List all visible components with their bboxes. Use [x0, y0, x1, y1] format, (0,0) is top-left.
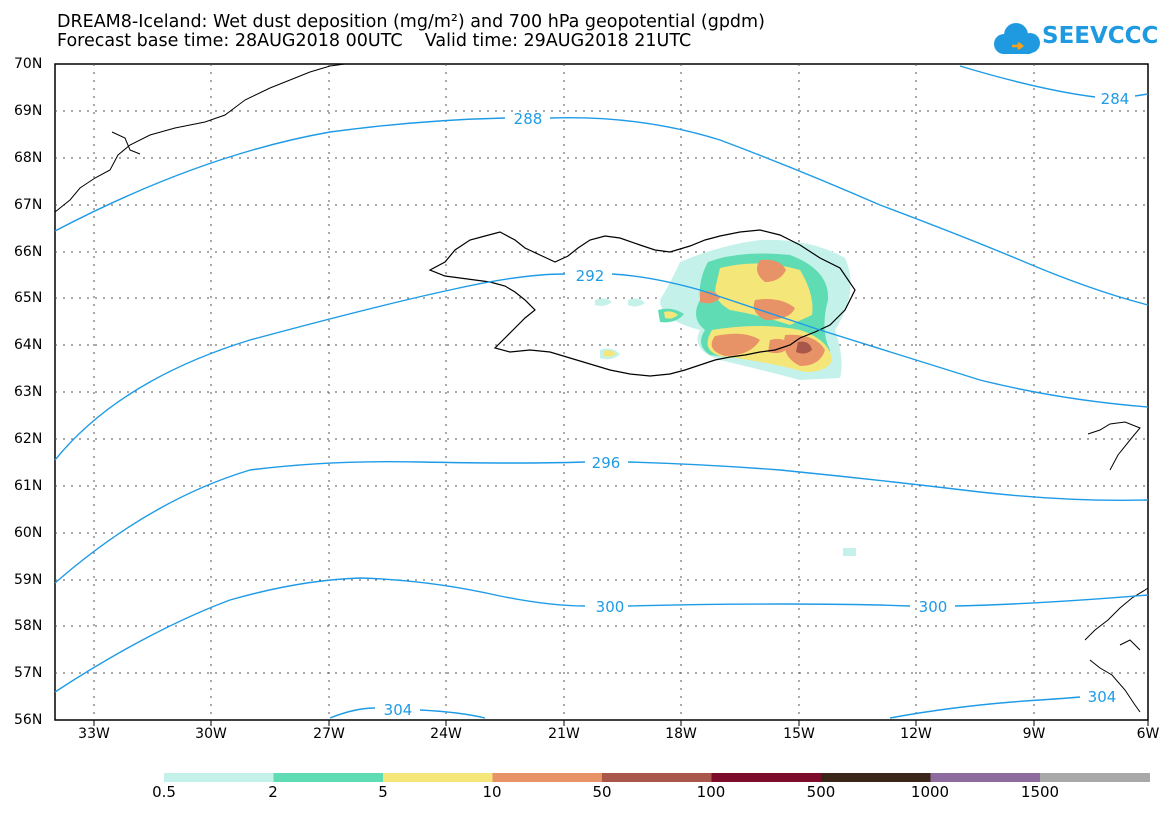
- cloud-logo-icon: [994, 23, 1040, 54]
- lon-label: 12W: [900, 726, 932, 742]
- colorbar-label: 0.5: [152, 783, 176, 801]
- lat-label: 64N: [14, 337, 43, 353]
- colorbar-label: 2: [268, 783, 278, 801]
- lon-label: 33W: [78, 726, 110, 742]
- contour-label: 296: [592, 454, 621, 472]
- lat-label: 65N: [14, 290, 43, 306]
- lat-label: 60N: [14, 525, 43, 541]
- contour-labels: 284 288 292 296 300 300 304 304: [384, 90, 1130, 719]
- colorbar: [164, 773, 1150, 782]
- lon-label: 6W: [1136, 726, 1160, 742]
- dust-deposition-field: [595, 239, 856, 556]
- colorbar-swatch: [711, 773, 822, 782]
- contour-label: 300: [919, 598, 948, 616]
- lat-label: 67N: [14, 197, 43, 213]
- lat-label: 63N: [14, 384, 43, 400]
- colorbar-label: 1500: [1020, 783, 1060, 801]
- contour-label: 304: [1088, 688, 1117, 706]
- map-title: DREAM8-Iceland: Wet dust deposition (mg/…: [57, 12, 765, 32]
- lat-label: 59N: [14, 572, 43, 588]
- graticule: [55, 64, 1148, 720]
- lon-label: 15W: [783, 726, 815, 742]
- lat-label: 61N: [14, 478, 43, 494]
- lat-label: 62N: [14, 431, 43, 447]
- lon-label: 27W: [313, 726, 345, 742]
- lat-label: 58N: [14, 618, 43, 634]
- colorbar-label: 50: [592, 783, 612, 801]
- lon-label: 30W: [195, 726, 227, 742]
- coastlines: [54, 63, 1149, 713]
- colorbar-swatch: [273, 773, 384, 782]
- colorbar-label: 10: [482, 783, 502, 801]
- lon-label: 9W: [1022, 726, 1046, 742]
- geopotential-contours: [54, 65, 1149, 719]
- axis-ticks: [93, 720, 1149, 726]
- lat-label: 68N: [14, 150, 43, 166]
- lat-label: 66N: [14, 244, 43, 260]
- contour-label: 288: [514, 110, 543, 128]
- colorbar-label: 100: [696, 783, 726, 801]
- logo-text: SEEVCCC: [1042, 23, 1159, 49]
- contour-label: 284: [1101, 90, 1130, 108]
- colorbar-swatch: [821, 773, 931, 782]
- lat-label: 57N: [14, 665, 43, 681]
- lon-label: 18W: [665, 726, 697, 742]
- colorbar-label: 1000: [910, 783, 950, 801]
- contour-label: 300: [596, 598, 625, 616]
- colorbar-swatch: [602, 773, 712, 782]
- lat-label: 70N: [14, 56, 43, 72]
- colorbar-swatch: [383, 773, 493, 782]
- colorbar-swatch: [1040, 773, 1150, 782]
- map-subtitle: Forecast base time: 28AUG2018 00UTC Vali…: [57, 31, 692, 51]
- colorbar-swatch: [164, 773, 274, 782]
- lon-label: 24W: [430, 726, 462, 742]
- contour-label: 292: [576, 267, 605, 285]
- lat-label: 56N: [14, 712, 43, 728]
- colorbar-label: 5: [378, 783, 388, 801]
- colorbar-swatch: [492, 773, 603, 782]
- colorbar-swatch: [930, 773, 1041, 782]
- lon-label: 21W: [548, 726, 580, 742]
- colorbar-label: 500: [806, 783, 836, 801]
- contour-label: 304: [384, 701, 413, 719]
- lat-label: 69N: [14, 103, 43, 119]
